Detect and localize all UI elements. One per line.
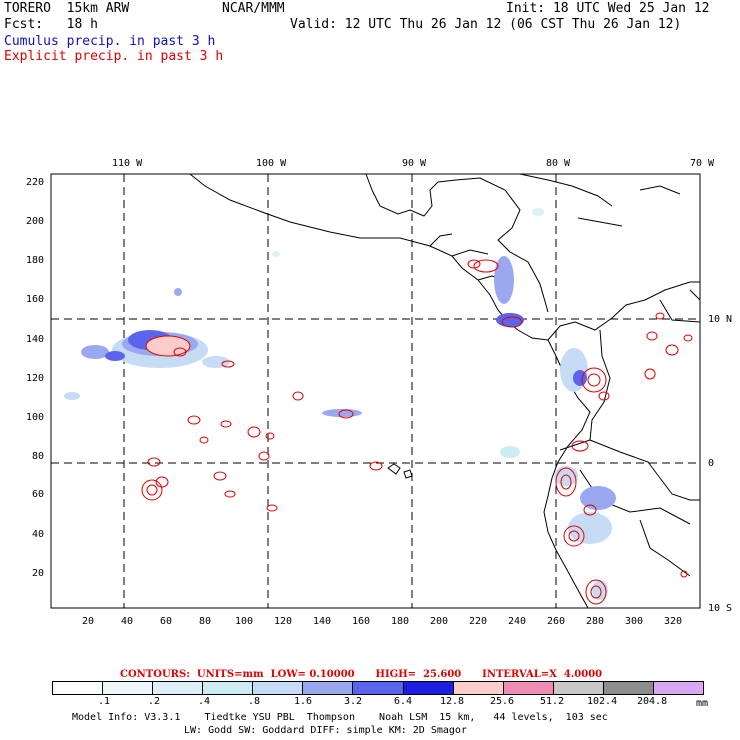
lon-label: 90 W xyxy=(402,158,427,169)
center-label: NCAR/MMM xyxy=(222,1,285,16)
color-legend xyxy=(52,681,704,695)
lon-label: 80 W xyxy=(546,158,571,169)
y-tick-label: 80 xyxy=(32,451,44,462)
legend-swatch xyxy=(603,682,654,694)
legend-value: 12.8 xyxy=(440,696,465,707)
legend-swatch xyxy=(203,682,254,694)
legend-swatch xyxy=(153,682,204,694)
legend-swatch xyxy=(653,682,704,694)
y-tick-label: 160 xyxy=(26,294,44,305)
model-title: TORERO 15km ARW xyxy=(4,1,130,16)
forecast-hour: Fcst: 18 h xyxy=(4,17,98,32)
lat-label: 0 xyxy=(708,458,714,469)
x-axis: 20 40 60 80 100 120 140 160 180 200 220 … xyxy=(82,616,682,627)
legend-value: 204.8 xyxy=(637,696,668,707)
y-axis: 220 200 180 160 140 120 100 80 60 40 20 xyxy=(26,177,44,579)
model-info-line2: LW: Godd SW: Goddard DIFF: simple KM: 2D… xyxy=(184,725,467,736)
legend-value: 1.6 xyxy=(294,696,313,707)
x-tick-label: 280 xyxy=(586,616,604,627)
legend-value: 6.4 xyxy=(394,696,413,707)
legend-swatch xyxy=(553,682,604,694)
explicit-field-label: Explicit precip. in past 3 h xyxy=(4,49,224,64)
x-tick-label: 200 xyxy=(430,616,448,627)
y-tick-label: 40 xyxy=(32,529,44,540)
lat-label: 10 N xyxy=(708,314,732,325)
legend-value: 3.2 xyxy=(344,696,363,707)
legend-value: .8 xyxy=(248,696,261,707)
coastlines xyxy=(189,173,701,609)
legend-swatch xyxy=(353,682,404,694)
legend-value: 51.2 xyxy=(540,696,565,707)
y-tick-label: 60 xyxy=(32,489,44,500)
legend-swatch xyxy=(53,682,104,694)
y-tick-label: 20 xyxy=(32,568,44,579)
legend-value: 102.4 xyxy=(587,696,618,707)
x-tick-label: 180 xyxy=(391,616,409,627)
graticule xyxy=(51,174,700,608)
legend-swatch xyxy=(453,682,504,694)
lon-label: 70 W xyxy=(690,158,715,169)
legend-swatch xyxy=(303,682,354,694)
legend-value: 25.6 xyxy=(490,696,515,707)
y-tick-label: 220 xyxy=(26,177,44,188)
y-tick-label: 200 xyxy=(26,216,44,227)
y-tick-label: 140 xyxy=(26,334,44,345)
x-tick-label: 120 xyxy=(274,616,292,627)
lat-label: 10 S xyxy=(708,603,732,614)
x-tick-label: 40 xyxy=(121,616,133,627)
y-tick-label: 180 xyxy=(26,255,44,266)
cumulus-field-label: Cumulus precip. in past 3 h xyxy=(4,34,216,49)
y-tick-label: 100 xyxy=(26,412,44,423)
contour-info: CONTOURS: UNITS=mm LOW= 0.10000 HIGH= 25… xyxy=(120,669,603,680)
precip-map: 110 W 100 W 90 W 80 W 70 W xyxy=(26,158,732,627)
x-tick-label: 140 xyxy=(313,616,331,627)
x-tick-label: 160 xyxy=(352,616,370,627)
legend-unit: mm xyxy=(696,698,709,709)
y-tick-label: 120 xyxy=(26,373,44,384)
x-tick-label: 80 xyxy=(199,616,211,627)
x-tick-label: 260 xyxy=(547,616,565,627)
x-tick-label: 320 xyxy=(664,616,682,627)
lon-label: 100 W xyxy=(256,158,287,169)
valid-time: Valid: 12 UTC Thu 26 Jan 12 (06 CST Thu … xyxy=(290,17,682,32)
x-tick-label: 100 xyxy=(235,616,253,627)
x-tick-label: 60 xyxy=(160,616,172,627)
legend-swatch xyxy=(253,682,304,694)
model-info-line1: Model Info: V3.3.1 Tiedtke YSU PBL Thomp… xyxy=(72,712,608,723)
x-tick-label: 300 xyxy=(625,616,643,627)
legend-value: .4 xyxy=(198,696,211,707)
x-tick-label: 240 xyxy=(508,616,526,627)
lon-label: 110 W xyxy=(112,158,143,169)
legend-swatch xyxy=(503,682,554,694)
map-frame xyxy=(50,173,701,609)
explicit-precip-contours xyxy=(141,259,693,605)
x-tick-label: 20 xyxy=(82,616,94,627)
x-tick-label: 220 xyxy=(469,616,487,627)
legend-value: .2 xyxy=(148,696,161,707)
legend-value: .1 xyxy=(98,696,111,707)
legend-swatch xyxy=(403,682,454,694)
init-time: Init: 18 UTC Wed 25 Jan 12 xyxy=(506,1,710,16)
legend-swatch xyxy=(103,682,154,694)
